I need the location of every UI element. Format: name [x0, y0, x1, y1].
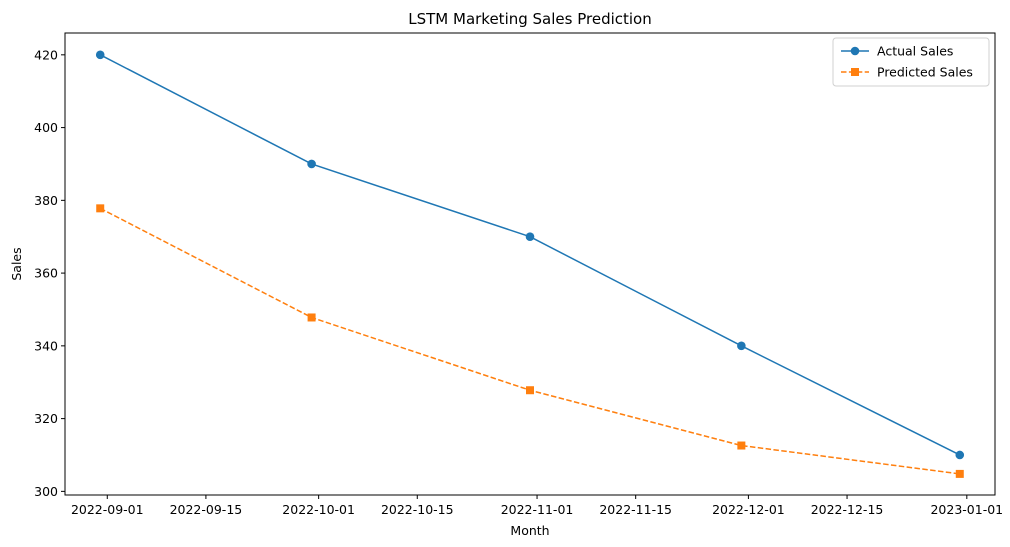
legend-marker	[850, 46, 860, 56]
legend-box	[832, 37, 990, 87]
x-tick-label: 2022-10-01	[282, 502, 355, 517]
legend-label: Actual Sales	[877, 44, 953, 59]
plot-frame	[64, 32, 996, 496]
y-tick-label: 340	[34, 338, 58, 353]
actual-sales-point	[307, 159, 316, 169]
y-tick-label: 400	[34, 120, 58, 135]
actual-sales-point	[95, 50, 105, 60]
predicted-sales-point	[955, 469, 964, 478]
y-axis: 300 320 340 360 380 400 420	[34, 47, 65, 499]
y-tick-label: 320	[34, 411, 58, 426]
y-tick-label: 420	[34, 47, 58, 62]
x-tick-label: 2022-11-01	[501, 502, 574, 517]
actual-sales-point	[737, 341, 746, 351]
legend: Actual Sales Predicted Sales	[832, 37, 990, 87]
y-axis-title: Sales	[9, 247, 24, 280]
x-tick-label: 2022-10-15	[381, 502, 454, 517]
predicted-sales-point	[96, 204, 105, 213]
series-line-2	[99, 207, 960, 475]
predicted-sales-point	[737, 441, 746, 450]
legend-label: Predicted Sales	[877, 65, 973, 80]
x-tick-label: 2022-12-01	[712, 502, 785, 517]
plot-series	[95, 50, 965, 478]
x-tick-label: 2023-01-01	[930, 502, 1003, 517]
x-axis-title: Month	[510, 523, 549, 538]
series-line-1	[99, 54, 961, 456]
y-tick-label: 380	[34, 193, 58, 208]
actual-sales-point	[955, 450, 965, 460]
x-tick-label: 2022-09-01	[71, 502, 144, 517]
y-tick-label: 360	[34, 266, 58, 281]
chart-title: LSTM Marketing Sales Prediction	[408, 10, 652, 28]
actual-sales-point	[525, 232, 535, 242]
x-tick-label: 2022-11-15	[599, 502, 672, 517]
y-tick-label: 300	[34, 484, 58, 499]
x-tick-label: 2022-12-15	[811, 502, 884, 517]
predicted-sales-point	[526, 386, 534, 395]
x-tick-label: 2022-09-15	[170, 502, 243, 517]
x-axis: 2022-09-01 2022-09-15 2022-10-01 2022-10-15…	[71, 495, 1003, 517]
predicted-sales-point	[307, 313, 316, 322]
legend-marker	[851, 68, 859, 76]
